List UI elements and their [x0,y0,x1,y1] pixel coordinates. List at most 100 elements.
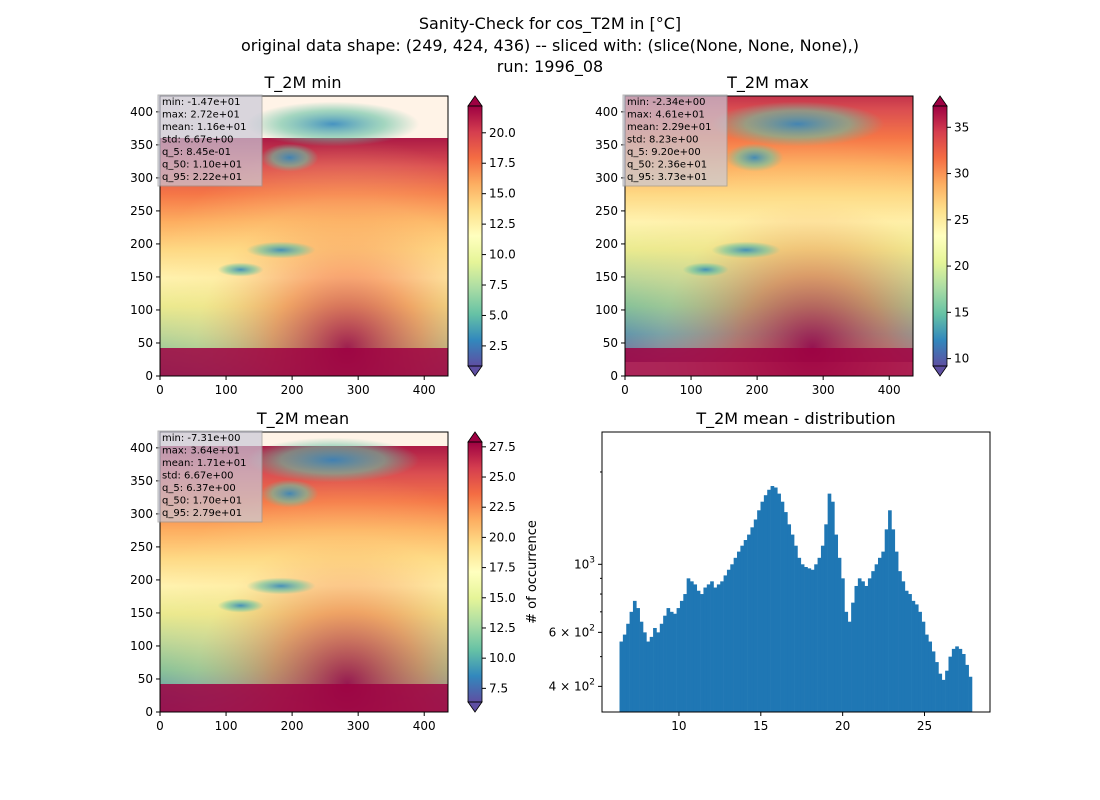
histogram-bar [632,600,637,712]
histogram-bar [669,611,674,712]
y-tick-label: 100 [595,303,618,317]
histogram-bar [851,602,855,712]
y-tick-label: 50 [138,336,153,350]
histogram-bar [767,489,771,712]
histogram-bar [713,587,718,712]
map-axes: 0 100 200 300 400 0 50 100 150 200 250 300 350 400 [595,105,901,397]
x-tick-label: 400 [878,383,901,397]
map-panel-t2m-max: T_2M max 0 100 200 300 400050100150200250300… [595,73,969,397]
histogram-bar [901,581,906,712]
stats-line: mean: 2.29e+01 [627,122,711,133]
colorbar-gradient [468,106,482,366]
colorbar-tick-label: 35 [954,120,969,134]
colorbar-extend-max [467,95,483,107]
colorbar-frame [467,441,483,703]
y-tick-label: 100 [130,303,153,317]
cold-region [246,577,316,595]
histogram-bar [703,587,708,712]
histogram-bar [891,529,896,712]
histogram-bar [636,608,640,712]
stats-line: q_95: 2.22e+01 [162,172,242,183]
colorbar-tick-label: 20 [954,259,969,273]
panel-title: T_2M mean [256,409,349,429]
x-tick-label: 100 [215,383,238,397]
cold-region [246,437,420,483]
x-tick-label: 300 [812,383,835,397]
cold-region [711,101,885,147]
y-tick-label: 250 [595,204,618,218]
stats-line: q_95: 3.73e+01 [627,172,707,183]
histogram-bar [817,557,822,712]
stats-line: mean: 1.16e+01 [162,122,246,133]
x-tick-label: 25 [917,719,932,733]
colorbar-tick-label: 22.5 [489,500,516,514]
histogram-bar [827,493,832,712]
y-tick-label: 4 × 102 [549,677,595,693]
cold-region [260,479,319,508]
stats-box-background [157,94,263,187]
histogram-bar [747,534,751,712]
southern-strip [160,348,448,376]
histogram-bar [790,534,795,712]
histogram-bar [787,524,792,712]
histogram-bar [710,581,714,712]
histogram-bar [686,578,691,712]
histogram-bar [894,551,899,712]
y-tick-label: 0 [145,369,153,383]
map-axes: 0 100 200 300 400 0 50 100 150 200 250 300 350 400 [130,105,436,397]
map-axes: 0 100 200 300 400 0 50 100 150 200 250 300 350 400 [130,441,436,733]
y-tick-label: 200 [595,237,618,251]
suptitle-line-2: original data shape: (249, 424, 436) -- … [241,36,859,55]
colorbar-tick-label: 20.0 [489,530,516,544]
colorbar-tick-label: 5.0 [489,308,508,322]
histogram-bar [649,636,654,712]
x-tick-label: 300 [347,719,370,733]
histogram-bars [619,486,973,712]
histogram-bar [673,613,677,712]
colorbar-tick-label: 17.5 [489,561,516,575]
cold-region [260,143,319,172]
colorbar-tick-label: 25.0 [489,470,516,484]
colorbar-tick-label: 10.0 [489,651,516,665]
histogram-bar [888,510,892,712]
histogram-title: T_2M mean - distribution [695,409,895,429]
colorbar-tick-label: 15.0 [489,591,516,605]
histogram-bar [861,581,865,712]
y-tick-label: 200 [130,573,153,587]
histogram-bar [958,648,963,712]
histogram-bar [720,581,724,712]
histogram-bar [740,545,745,712]
histogram-bar [656,632,661,712]
colorbar-extend-max [467,431,483,443]
histogram-bar [750,527,755,712]
histogram-bar [871,571,875,712]
colorbar-tick-label: 27.5 [489,440,516,454]
colorbar-tick-label: 10.0 [489,248,516,262]
y-tick-label: 150 [130,270,153,284]
stats-line: std: 6.67e+00 [162,471,234,482]
colorbar-tick-label: 30 [954,167,969,181]
colorbar-frame [467,105,483,367]
histogram-bar [841,578,845,712]
x-tick-label: 15 [753,719,768,733]
y-tick-label: 103 [574,555,595,571]
x-tick-label: 100 [680,383,703,397]
stats-line: q_50: 2.36e+01 [627,160,707,171]
stats-line: mean: 1.71e+01 [162,458,246,469]
histogram-bar [733,557,738,712]
colorbar: 7.5 10.0 12.5 15.0 17.5 20.0 22.5 25.0 27.5 [467,431,516,713]
stats-line: max: 3.64e+01 [162,446,240,457]
panel-title: T_2M max [726,73,809,93]
stats-line: min: -7.31e+00 [162,433,241,444]
y-tick-label: 350 [130,474,153,488]
x-tick-label: 0 [156,383,164,397]
cold-region [682,262,729,277]
histogram-bar [935,662,939,712]
histogram-bar [653,627,657,712]
histogram-bar [951,648,956,712]
histogram-bar [965,664,969,712]
histogram-bar [847,621,852,712]
histogram-bar [726,569,731,712]
